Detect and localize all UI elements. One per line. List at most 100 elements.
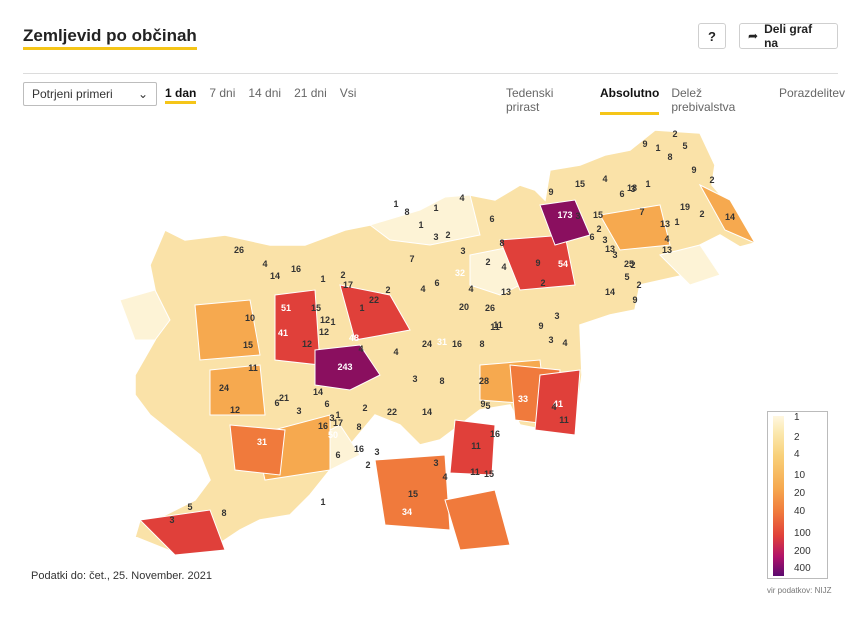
municipality-count-label: 50 — [328, 430, 338, 440]
municipality-count-label: 12 — [320, 315, 330, 325]
municipality-count-label: 5 — [485, 401, 490, 411]
municipality-count-label: 5 — [682, 141, 687, 151]
municipality-count-label: 4 — [393, 347, 398, 357]
tab-period-7[interactable]: 7 dni — [209, 86, 236, 100]
tab-weekly-growth[interactable]: Tedenski prirast — [506, 86, 554, 114]
legend-label: 100 — [794, 528, 811, 539]
municipality-count-label: 17 — [333, 418, 343, 428]
divider — [23, 73, 838, 74]
tab-absolute[interactable]: Absolutno — [599, 86, 660, 115]
municipality-count-label: 26 — [234, 245, 244, 255]
share-button[interactable]: ➦ Deli graf na — [739, 22, 838, 50]
tab-period-14[interactable]: 14 dni — [248, 86, 282, 100]
region-dark-orange-4 — [229, 424, 286, 476]
municipality-count-label: 8 — [439, 376, 444, 386]
municipality-count-label: 9 — [535, 258, 540, 268]
tab-period-1[interactable]: 1 dan — [165, 86, 197, 104]
municipality-count-label: 6 — [619, 189, 624, 199]
municipality-count-label: 41 — [553, 399, 563, 409]
municipality-count-label: 3 — [575, 211, 580, 221]
municipality-count-label: 25 — [624, 259, 634, 269]
municipality-count-label: 32 — [455, 268, 465, 278]
municipality-count-label: 49 — [340, 489, 350, 499]
municipality-count-label: 11 — [559, 415, 569, 425]
municipality-count-label: 15 — [243, 340, 253, 350]
municipality-count-label: 14 — [605, 287, 615, 297]
municipality-count-label: 3 — [374, 447, 379, 457]
region-light-west — [119, 289, 171, 341]
municipality-count-label: 3 — [630, 184, 635, 194]
municipality-count-label: 2 — [362, 403, 367, 413]
municipality-count-label: 15 — [575, 179, 585, 189]
municipality-count-label: 22 — [387, 407, 397, 417]
municipality-count-label: 6 — [335, 450, 340, 460]
region-orange-5 — [599, 204, 671, 251]
municipality-count-label: 1 — [320, 497, 325, 507]
municipality-count-label: 11 — [493, 320, 503, 330]
municipality-count-label: 41 — [278, 328, 288, 338]
municipality-count-label: 6 — [589, 232, 594, 242]
municipality-count-label: 8 — [221, 508, 226, 518]
municipality-count-label: 1 — [330, 317, 335, 327]
municipality-count-label: 1 — [359, 303, 364, 313]
legend-label: 20 — [794, 488, 806, 499]
municipality-count-label: 1 — [335, 410, 340, 420]
legend-gradient — [773, 416, 784, 576]
chevron-down-icon: ⌄ — [137, 87, 148, 101]
tab-distribution[interactable]: Porazdelitev — [778, 86, 845, 100]
municipality-count-label: 7 — [639, 207, 644, 217]
municipality-count-label: 33 — [518, 394, 528, 404]
municipality-count-label: 5 — [187, 502, 192, 512]
municipality-count-label: 15 — [311, 303, 321, 313]
municipality-count-label: 4 — [602, 174, 607, 184]
municipality-count-label: 14 — [725, 212, 735, 222]
legend-label: 2 — [794, 432, 800, 443]
municipality-count-label: 4 — [459, 193, 464, 203]
municipality-count-label: 173 — [557, 210, 572, 220]
legend-label: 4 — [794, 449, 800, 460]
municipality-count-label: 16 — [452, 339, 462, 349]
municipality-count-label: 28 — [479, 376, 489, 386]
municipality-count-label: 12 — [230, 405, 240, 415]
municipality-count-label: 37 — [350, 459, 360, 469]
metric-select[interactable]: Potrjeni primeri ⌄ — [23, 82, 157, 106]
municipality-count-label: 54 — [558, 259, 568, 269]
municipality-count-label: 13 — [605, 244, 615, 254]
tab-period-all[interactable]: Vsi — [339, 86, 357, 100]
municipality-count-label: 1 — [393, 199, 398, 209]
municipality-count-label: 8 — [479, 339, 484, 349]
municipality-count-label: 16 — [354, 444, 364, 454]
municipality-count-label: 2 — [445, 230, 450, 240]
data-source: vir podatkov: NIJZ — [767, 586, 832, 595]
municipality-count-label: 6 — [434, 278, 439, 288]
region-dark-orange-1 — [374, 454, 451, 531]
region-dark-orange-2 — [444, 489, 511, 551]
municipality-count-label: 4 — [420, 284, 425, 294]
municipality-count-label: 1 — [645, 179, 650, 189]
municipality-count-label: 3 — [412, 374, 417, 384]
region-orange-6 — [698, 183, 757, 245]
municipality-count-label: 3 — [554, 311, 559, 321]
municipality-count-label: 34 — [402, 507, 412, 517]
region-red-east — [534, 369, 581, 436]
municipality-count-label: 13 — [662, 245, 672, 255]
municipality-count-label: 243 — [337, 362, 352, 372]
municipality-count-label: 2 — [540, 278, 545, 288]
municipality-count-label: 4 — [501, 262, 506, 272]
help-button[interactable]: ? — [698, 23, 726, 49]
municipality-count-label: 12 — [319, 327, 329, 337]
region-red-sw — [138, 509, 226, 556]
region-ljubljana — [314, 344, 381, 391]
municipality-count-label: 9 — [691, 165, 696, 175]
tab-population-share[interactable]: Delež prebivalstva — [671, 86, 736, 114]
municipality-count-label: 3 — [169, 515, 174, 525]
region-red-se — [449, 419, 496, 476]
municipality-count-label: 21 — [279, 393, 289, 403]
legend-label: 200 — [794, 546, 811, 557]
tab-period-21[interactable]: 21 dni — [294, 86, 327, 100]
municipality-count-label: 8 — [499, 238, 504, 248]
metric-select-value: Potrjeni primeri — [32, 87, 113, 101]
legend-label: 400 — [794, 563, 811, 574]
municipality-count-label: 8 — [667, 152, 672, 162]
